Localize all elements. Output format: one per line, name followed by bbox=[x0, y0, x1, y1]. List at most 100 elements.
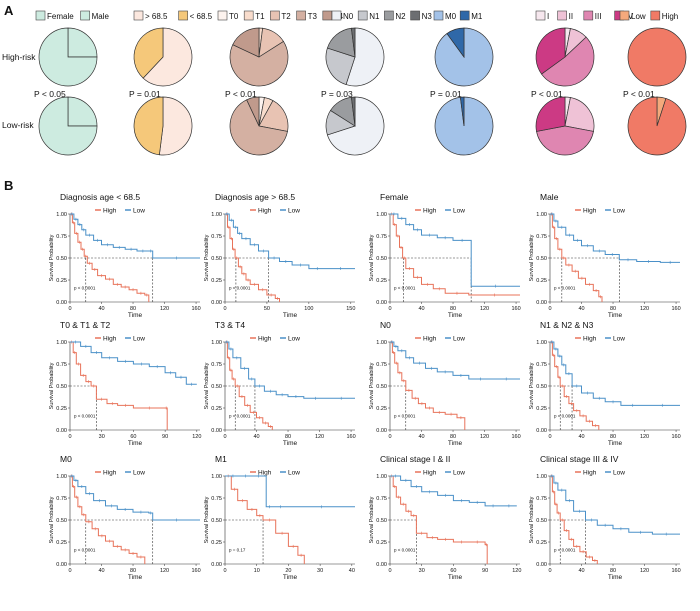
km-xtick-label: 0 bbox=[548, 306, 551, 312]
km-xtick-label: 160 bbox=[511, 306, 520, 312]
km-ytick-label: 1.00 bbox=[376, 212, 387, 218]
km-legend-low-label: Low bbox=[453, 208, 465, 215]
km-xlabel: Time bbox=[448, 440, 463, 447]
km-xtick-label: 120 bbox=[315, 434, 324, 440]
km-xlabel: Time bbox=[128, 312, 143, 319]
pie-low-5-slice-2 bbox=[536, 125, 594, 156]
km-pvalue: p < 0.0001 bbox=[74, 414, 96, 419]
km-xlabel: Time bbox=[608, 440, 623, 447]
pie-high-4-slice-0 bbox=[434, 27, 494, 87]
legend-swatch-3-0 bbox=[331, 10, 342, 21]
km-curve-high bbox=[225, 475, 305, 564]
km-xtick-label: 0 bbox=[548, 568, 551, 574]
km-curve-low bbox=[550, 213, 680, 263]
legend-label-4-0: M0 bbox=[445, 12, 457, 21]
p-value-5: P < 0.01 bbox=[531, 89, 563, 99]
km-xtick-label: 40 bbox=[578, 568, 584, 574]
legend-swatch-6-1 bbox=[650, 10, 661, 21]
km-curve-low bbox=[390, 475, 517, 507]
km-xtick-label: 120 bbox=[480, 434, 489, 440]
pie-high-1-slice-0 bbox=[142, 27, 193, 87]
km-ytick-label: 0.75 bbox=[376, 362, 387, 368]
km-xtick-label: 160 bbox=[671, 434, 680, 440]
legend-label-2-1: T1 bbox=[255, 12, 265, 21]
km-xtick-label: 80 bbox=[610, 434, 616, 440]
km-title: T0 & T1 & T2 bbox=[60, 320, 111, 330]
km-ytick-label: 1.00 bbox=[211, 212, 222, 218]
km-ylabel: Survival Probability bbox=[204, 362, 210, 409]
legend-swatch-4-1 bbox=[459, 10, 470, 21]
km-pvalue: p < 0.0001 bbox=[394, 414, 416, 419]
km-plot-11: Clinical stage III & IV High Low 0.00 0.25 0.… bbox=[529, 454, 681, 581]
km-pvalue: p < 0.0001 bbox=[394, 286, 416, 291]
km-xtick-label: 160 bbox=[671, 306, 680, 312]
km-ylabel: Survival Probability bbox=[49, 496, 55, 543]
km-ytick-label: 0.50 bbox=[211, 518, 222, 524]
km-xtick-label: 160 bbox=[511, 434, 520, 440]
km-ytick-label: 1.00 bbox=[376, 474, 387, 480]
legend-label-6-1: High bbox=[662, 12, 678, 21]
pie-low-1-slice-1 bbox=[133, 96, 164, 156]
legend-swatch-6-0 bbox=[619, 10, 630, 21]
pie-high-2-slice-2 bbox=[229, 40, 289, 87]
km-ytick-label: 0.50 bbox=[56, 256, 67, 262]
pie-low-5-slice-3 bbox=[535, 96, 566, 132]
km-ytick-label: 0.50 bbox=[211, 256, 222, 262]
km-xtick-label: 0 bbox=[223, 306, 226, 312]
km-ytick-label: 0.25 bbox=[211, 278, 222, 284]
km-curve-low bbox=[550, 475, 680, 535]
pie-group-3: N0 N1 N2 N3 P = 0.03 bbox=[321, 10, 433, 156]
km-ytick-label: 0.75 bbox=[376, 496, 387, 502]
km-ytick-label: 0.00 bbox=[211, 562, 222, 568]
km-curve-high bbox=[225, 341, 273, 430]
p-value-4: P = 0.01 bbox=[430, 89, 462, 99]
km-ytick-label: 0.25 bbox=[536, 278, 547, 284]
km-ytick-label: 0.50 bbox=[536, 256, 547, 262]
km-xtick-label: 80 bbox=[610, 568, 616, 574]
pie-low-4-slice-1 bbox=[459, 96, 465, 127]
km-plot-8: M0 High Low 0.00 0.25 0.50 0.75 1.00 0 40 80 120 160… bbox=[49, 454, 201, 581]
km-xtick-label: 0 bbox=[548, 434, 551, 440]
legend-label-3-2: N2 bbox=[395, 12, 406, 21]
km-title: Male bbox=[540, 192, 559, 202]
km-pvalue: p < 0.0001 bbox=[554, 548, 576, 553]
pie-group-5: I II III IVP < 0.01 bbox=[531, 10, 634, 156]
pie-high-1-slice-1 bbox=[133, 27, 164, 79]
km-legend-low-label: Low bbox=[133, 208, 145, 215]
km-xtick-label: 80 bbox=[450, 306, 456, 312]
km-xtick-label: 40 bbox=[253, 434, 259, 440]
km-xtick-label: 120 bbox=[192, 434, 201, 440]
km-plot-1: Diagnosis age > 68.5 High Low 0.00 0.25 0.50 0… bbox=[204, 192, 355, 319]
km-plot-10: Clinical stage I & II High Low 0.00 0.25 0.50… bbox=[369, 454, 521, 581]
km-xtick-label: 0 bbox=[388, 568, 391, 574]
km-xtick-label: 80 bbox=[130, 306, 136, 312]
km-curve-high bbox=[390, 341, 466, 430]
km-xtick-label: 30 bbox=[99, 434, 105, 440]
km-ytick-label: 0.50 bbox=[211, 384, 222, 390]
km-xtick-label: 30 bbox=[317, 568, 323, 574]
km-ytick-label: 1.00 bbox=[376, 340, 387, 346]
legend-label-1-0: > 68.5 bbox=[145, 12, 168, 21]
km-ytick-label: 0.75 bbox=[56, 234, 67, 240]
km-ytick-label: 1.00 bbox=[536, 474, 547, 480]
legend-label-3-3: N3 bbox=[422, 12, 433, 21]
km-title: Clinical stage I & II bbox=[380, 454, 450, 464]
legend-label-6-0: Low bbox=[631, 12, 646, 21]
panel-label-b: B bbox=[4, 178, 13, 193]
km-curve-high bbox=[225, 213, 280, 302]
km-ylabel: Survival Probability bbox=[369, 496, 375, 543]
km-legend-low-label: Low bbox=[453, 470, 465, 477]
km-pvalue: p = 0.17 bbox=[229, 548, 246, 553]
km-curve-high bbox=[550, 341, 600, 430]
legend-swatch-2-4 bbox=[322, 10, 333, 21]
km-ytick-label: 0.50 bbox=[376, 518, 387, 524]
km-xtick-label: 60 bbox=[450, 568, 456, 574]
km-legend-high-label: High bbox=[103, 470, 117, 477]
km-legend-high-label: High bbox=[423, 470, 437, 477]
km-ylabel: Survival Probability bbox=[369, 362, 375, 409]
km-legend-high-label: High bbox=[583, 208, 597, 215]
legend-label-0-0: Female bbox=[47, 12, 74, 21]
km-xtick-label: 80 bbox=[610, 306, 616, 312]
km-curve-high bbox=[390, 213, 520, 296]
km-legend-low-label: Low bbox=[133, 336, 145, 343]
